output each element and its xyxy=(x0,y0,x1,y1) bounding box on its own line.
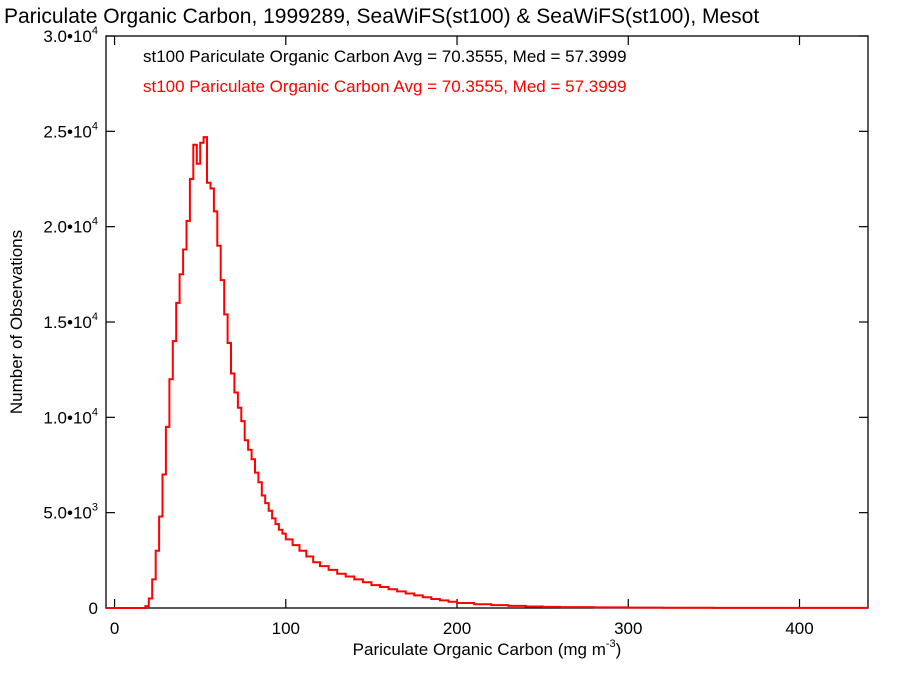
y-tick-label-exponent: 4 xyxy=(92,25,98,37)
y-tick-label: 1.5•104 xyxy=(43,311,98,332)
y-axis-ticks: 05.0•1031.0•1041.5•1042.0•1042.5•1043.0•… xyxy=(43,25,868,618)
y-tick-label: 0 xyxy=(89,599,98,618)
y-tick-label-mantissa: 1.5•10 xyxy=(43,313,92,332)
x-tick-label: 300 xyxy=(614,619,642,638)
x-tick-label: 200 xyxy=(443,619,471,638)
y-tick-label-exponent: 4 xyxy=(92,120,98,132)
legend-entry-red: st100 Pariculate Organic Carbon Avg = 70… xyxy=(143,77,627,96)
y-tick-label: 3.0•104 xyxy=(43,25,98,46)
y-tick-label: 1.0•104 xyxy=(43,406,98,427)
chart-title: Pariculate Organic Carbon, 1999289, SeaW… xyxy=(4,5,759,28)
x-axis-label: Pariculate Organic Carbon (mg m-3) xyxy=(353,638,622,659)
y-tick-label-mantissa: 3.0•10 xyxy=(43,27,92,46)
x-tick-label: 0 xyxy=(110,619,119,638)
y-axis-label: Number of Observations xyxy=(7,230,26,414)
y-tick-label: 2.5•104 xyxy=(43,120,98,141)
legend-entry-black: st100 Pariculate Organic Carbon Avg = 70… xyxy=(143,47,627,66)
y-tick-label-exponent: 4 xyxy=(92,311,98,323)
x-axis-label-text: Pariculate Organic Carbon (mg m xyxy=(353,640,606,659)
x-axis-ticks: 0 100 200 300 400 xyxy=(110,36,814,638)
y-tick-label-exponent: 4 xyxy=(92,216,98,228)
y-tick-label-exponent: 4 xyxy=(92,406,98,418)
histogram-series-line xyxy=(106,136,868,609)
y-tick-label: 2.0•104 xyxy=(43,216,98,237)
plot-frame xyxy=(105,35,869,609)
y-tick-label: 5.0•103 xyxy=(43,502,98,523)
y-tick-label-mantissa: 5.0•10 xyxy=(43,504,92,523)
x-tick-label: 400 xyxy=(785,619,813,638)
y-tick-label-mantissa: 1.0•10 xyxy=(43,408,92,427)
y-tick-label-mantissa: 2.5•10 xyxy=(43,122,92,141)
x-tick-label: 100 xyxy=(272,619,300,638)
y-tick-label-mantissa: 0 xyxy=(89,599,98,618)
x-axis-label-unit-exponent: -3 xyxy=(606,638,616,650)
y-tick-label-exponent: 3 xyxy=(92,502,98,514)
x-axis-label-close: ) xyxy=(616,640,622,659)
y-tick-label-mantissa: 2.0•10 xyxy=(43,218,92,237)
